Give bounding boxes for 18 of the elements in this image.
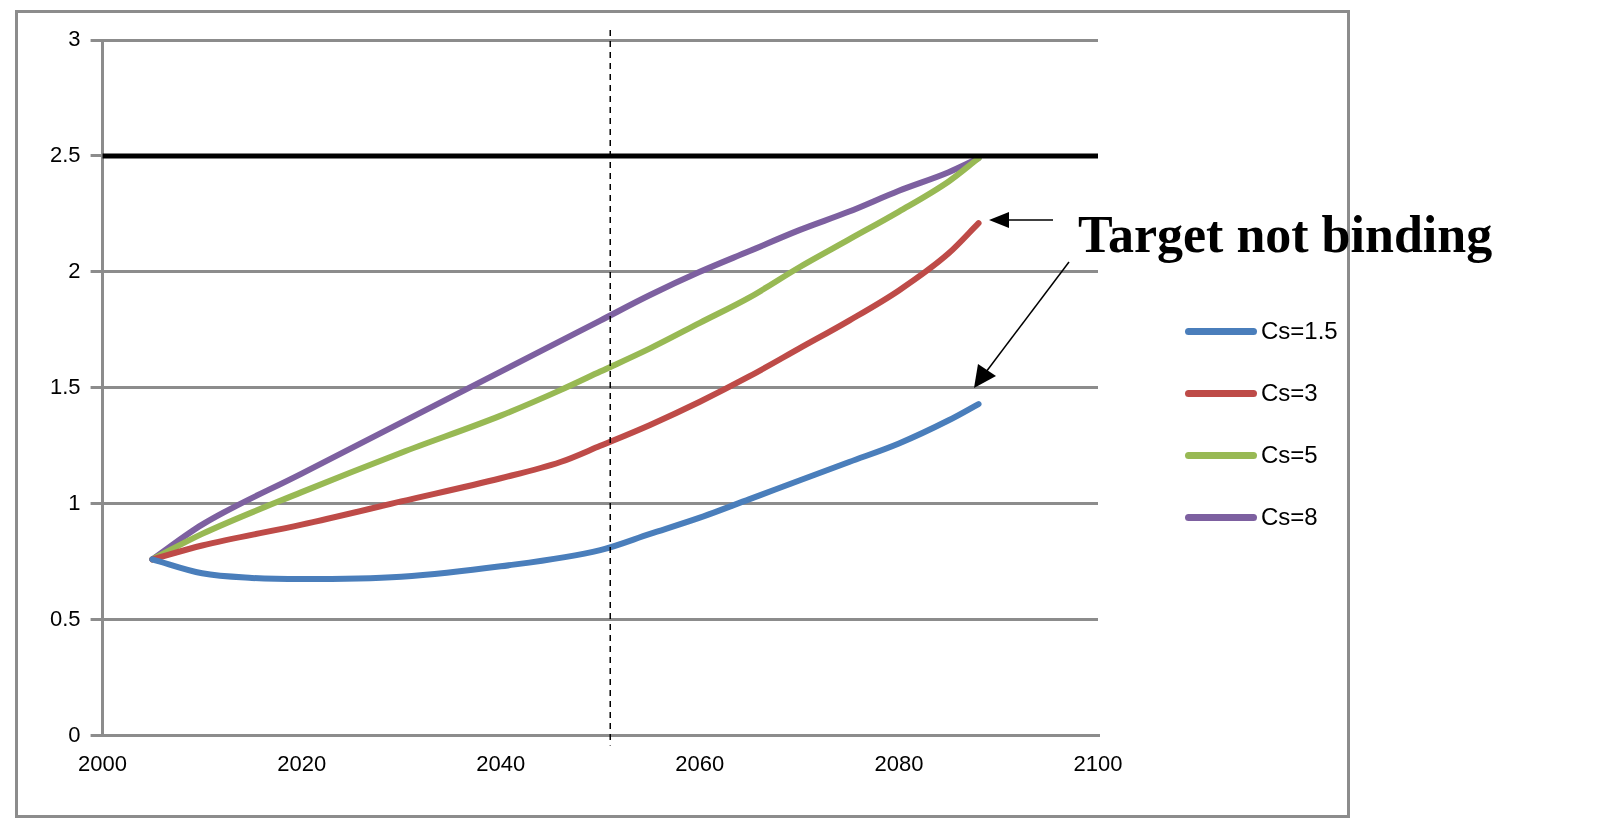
x-tick-label: 2020 (277, 750, 327, 776)
y-tick-label: 0.5 (49, 605, 81, 631)
y-tick-label: 1 (68, 489, 81, 515)
y-tick-label: 3 (68, 26, 81, 52)
y-tick-label: 1.5 (49, 373, 81, 399)
legend-label: Cs=1.5 (1261, 317, 1338, 345)
annotation: Target not binding (1078, 205, 1493, 264)
y-tick-label: 2.5 (49, 142, 81, 167)
legend-label: Cs=3 (1261, 379, 1318, 407)
y-tick-label: 0 (68, 721, 81, 747)
y-tick-label: 2 (68, 257, 81, 283)
x-tick-label: 2100 (1073, 750, 1123, 776)
x-tick-label: 2060 (675, 750, 725, 776)
x-tick-label: 2000 (78, 750, 128, 776)
legend-label: Cs=8 (1261, 503, 1318, 531)
x-tick-label: 2080 (874, 750, 924, 776)
legend-label: Cs=5 (1261, 441, 1318, 469)
x-tick-label: 2040 (476, 750, 526, 776)
